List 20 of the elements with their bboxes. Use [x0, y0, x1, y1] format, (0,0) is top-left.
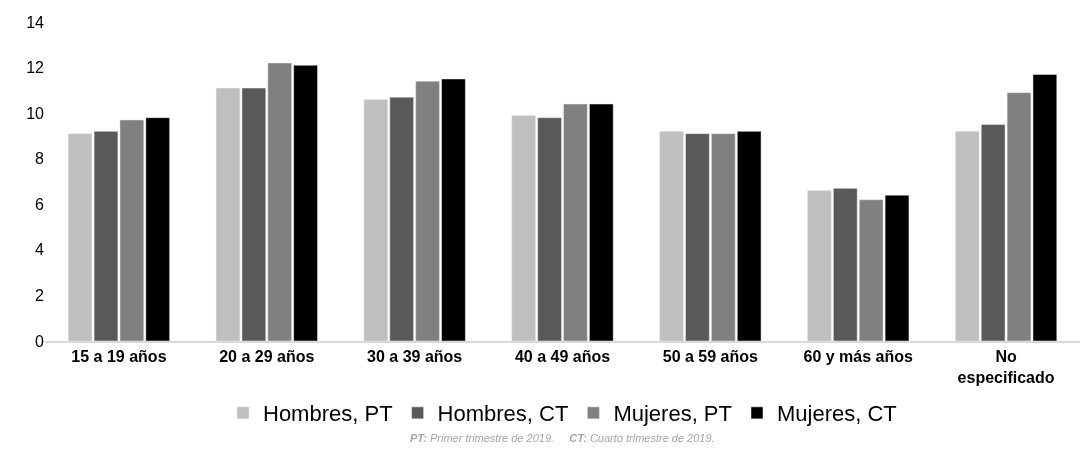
legend-label: Hombres, CT — [437, 401, 569, 427]
legend-label: Hombres, PT — [263, 401, 393, 427]
y-tick-label: 12 — [26, 59, 45, 77]
y-tick-label: 14 — [26, 13, 45, 31]
y-tick-label: 10 — [26, 104, 45, 122]
text: PT: Primer trimestre de 2019. CT: Cuarto trimestre de 2019. — [410, 432, 715, 444]
y-tick-label: 8 — [35, 150, 45, 168]
legend-label: Mujeres, CT — [776, 401, 897, 427]
y-tick-label: 0 — [35, 332, 45, 350]
legend-label: Mujeres, PT — [613, 401, 732, 427]
y-tick-label: 6 — [35, 195, 45, 213]
x-tick-label: 30 a 39 años — [367, 347, 463, 365]
x-tick-label: 50 a 59 años — [662, 347, 759, 365]
x-tick-label: 20 a 29 años — [219, 347, 315, 365]
y-tick-label: 4 — [35, 241, 45, 259]
x-tick-label: 40 a 49 años — [514, 347, 611, 365]
x-tick-label: 15 a 19 años — [71, 347, 167, 365]
x-tick-label: No especificado — [957, 347, 1055, 386]
y-tick-label: 2 — [35, 287, 45, 305]
x-tick-label: 60 y más años — [803, 347, 914, 365]
